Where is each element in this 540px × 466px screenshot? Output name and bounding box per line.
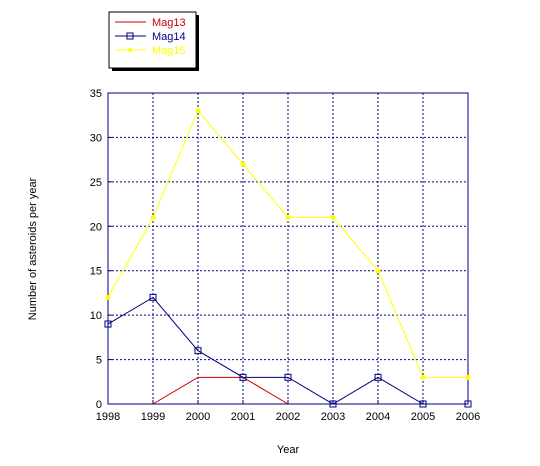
series-line	[152, 376, 289, 405]
data-point-marker	[419, 400, 427, 408]
data-point-marker	[330, 214, 336, 220]
data-point-marker	[285, 214, 291, 220]
series-line	[107, 296, 468, 405]
legend-label: Mag14	[152, 31, 186, 43]
y-tick-label: 10	[90, 310, 102, 322]
x-tick-label: 2003	[321, 411, 345, 423]
data-point-marker	[464, 400, 472, 408]
series-layer	[104, 108, 472, 408]
x-tick-label: 2006	[456, 411, 480, 423]
series-mag14	[104, 293, 472, 408]
data-point-marker	[375, 268, 381, 274]
data-point-marker	[104, 320, 112, 328]
data-point-marker	[374, 373, 382, 381]
y-tick-label: 15	[90, 266, 102, 278]
grid-lines	[108, 93, 468, 404]
data-point-marker	[149, 293, 157, 301]
legend-swatch-marker	[128, 48, 132, 52]
series-mag15	[105, 108, 471, 380]
x-tick-label: 2001	[231, 411, 255, 423]
y-tick-label: 30	[90, 132, 102, 144]
data-point-marker	[420, 374, 426, 380]
x-tick-label: 2002	[276, 411, 300, 423]
y-tick-label: 35	[90, 88, 102, 100]
x-axis-title: Year	[277, 444, 300, 456]
legend-label: Mag15	[152, 45, 186, 57]
y-tick-label: 20	[90, 221, 102, 233]
y-axis-ticks: 0 5 10 15 20 25 30 35	[90, 88, 112, 411]
data-point-marker	[194, 347, 202, 355]
y-axis-title: Number of asteroids per year	[27, 177, 39, 320]
data-point-marker	[465, 374, 471, 380]
data-point-marker	[329, 400, 337, 408]
legend-label: Mag13	[152, 17, 186, 29]
data-point-marker	[105, 294, 111, 300]
data-point-marker	[240, 161, 246, 167]
x-tick-label: 1999	[141, 411, 165, 423]
series-mag13	[152, 376, 289, 405]
y-tick-label: 25	[90, 177, 102, 189]
data-point-marker	[195, 108, 201, 114]
legend-swatch-marker	[126, 32, 134, 40]
legend: Mag13 Mag14 Mag15	[108, 11, 199, 71]
y-tick-label: 5	[96, 355, 102, 367]
x-axis-ticks: 1998 1999 2000 2001 2002 2003 2004 2005 2006	[96, 400, 480, 423]
x-tick-label: 2000	[186, 411, 210, 423]
x-tick-label: 1998	[96, 411, 120, 423]
x-tick-label: 2004	[366, 411, 390, 423]
data-point-marker	[150, 214, 156, 220]
y-tick-label: 0	[96, 399, 102, 411]
legend-box	[108, 11, 197, 69]
data-point-marker	[284, 373, 292, 381]
data-point-marker	[239, 373, 247, 381]
x-tick-label: 2005	[411, 411, 435, 423]
